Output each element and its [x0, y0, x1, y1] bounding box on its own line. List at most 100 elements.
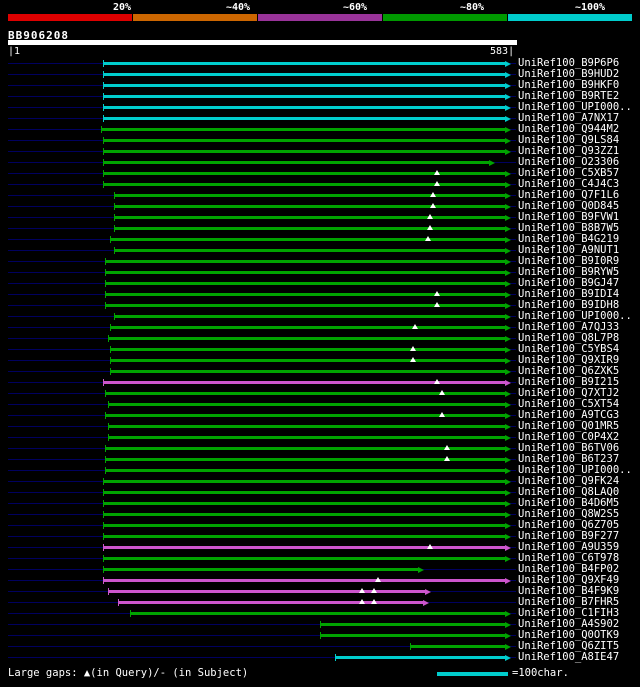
hit-bar[interactable] [103, 491, 505, 494]
hit-label[interactable]: UniRef100_B9HKF0 [518, 79, 620, 91]
hit-bar[interactable] [103, 183, 505, 186]
hit-label[interactable]: UniRef100_A8IE47 [518, 651, 620, 663]
hit-bar[interactable] [113, 227, 505, 230]
hit-bar[interactable] [104, 458, 505, 461]
hit-bar[interactable] [104, 304, 505, 307]
hit-label[interactable]: UniRef100_B9P6P6 [518, 57, 620, 69]
hit-bar[interactable] [103, 513, 505, 516]
hit-label[interactable]: UniRef100_Q9FK24 [518, 475, 620, 487]
hit-label[interactable]: UniRef100_B8B7W5 [518, 222, 620, 234]
hit-bar[interactable] [103, 73, 505, 76]
hit-label[interactable]: UniRef100_Q9XIR9 [518, 354, 620, 366]
hit-bar[interactable] [103, 546, 505, 549]
hit-bar[interactable] [103, 84, 505, 87]
hit-label[interactable]: UniRef100_B4D6M5 [518, 497, 620, 509]
hit-label[interactable]: UniRef100_UPI000.. [518, 464, 632, 476]
hit-bar[interactable] [104, 260, 505, 263]
hit-bar[interactable] [130, 612, 505, 615]
hit-label[interactable]: UniRef100_C4J4C3 [518, 178, 620, 190]
hit-bar[interactable] [103, 381, 505, 384]
hit-label[interactable]: UniRef100_Q0OTK9 [518, 629, 620, 641]
hit-label[interactable]: UniRef100_A7QJ33 [518, 321, 620, 333]
hit-bar[interactable] [335, 656, 505, 659]
hit-bar[interactable] [107, 590, 426, 593]
hit-bar[interactable] [410, 645, 505, 648]
hit-bar[interactable] [107, 436, 505, 439]
hit-label[interactable]: UniRef100_Q8LAQ0 [518, 486, 620, 498]
hit-label[interactable]: UniRef100_C5YBS4 [518, 343, 620, 355]
hit-label[interactable]: UniRef100_UPI000.. [518, 101, 632, 113]
hit-label[interactable]: UniRef100_B9RYW5 [518, 266, 620, 278]
hit-label[interactable]: UniRef100_Q7XTJ2 [518, 387, 620, 399]
hit-label[interactable]: UniRef100_C6T978 [518, 552, 620, 564]
hit-label[interactable]: UniRef100_Q6ZXK5 [518, 365, 620, 377]
hit-bar[interactable] [103, 502, 505, 505]
hit-bar[interactable] [110, 326, 505, 329]
hit-label[interactable]: UniRef100_A9U359 [518, 541, 620, 553]
hit-bar[interactable] [104, 271, 505, 274]
hit-bar[interactable] [319, 634, 505, 637]
hit-label[interactable]: UniRef100_B9F277 [518, 530, 620, 542]
hit-bar[interactable] [104, 414, 505, 417]
hit-bar[interactable] [107, 337, 505, 340]
hit-bar[interactable] [103, 95, 505, 98]
hit-label[interactable]: UniRef100_Q8L7P8 [518, 332, 620, 344]
hit-label[interactable]: UniRef100_B4G219 [518, 233, 620, 245]
hit-bar[interactable] [110, 370, 505, 373]
hit-bar[interactable] [103, 480, 505, 483]
hit-label[interactable]: UniRef100_B6T237 [518, 453, 620, 465]
hit-label[interactable]: UniRef100_B4FP02 [518, 563, 620, 575]
hit-bar[interactable] [104, 447, 505, 450]
hit-bar[interactable] [100, 128, 505, 131]
hit-label[interactable]: UniRef100_C0P4X2 [518, 431, 620, 443]
hit-bar[interactable] [103, 568, 419, 571]
hit-label[interactable]: UniRef100_Q7F1L6 [518, 189, 620, 201]
hit-label[interactable]: UniRef100_B4F9K9 [518, 585, 620, 597]
hit-bar[interactable] [103, 161, 489, 164]
hit-label[interactable]: UniRef100_B9FVW1 [518, 211, 620, 223]
hit-bar[interactable] [103, 535, 505, 538]
hit-label[interactable]: UniRef100_Q8W2S5 [518, 508, 620, 520]
hit-label[interactable]: UniRef100_A7NX17 [518, 112, 620, 124]
hit-bar[interactable] [104, 392, 505, 395]
hit-bar[interactable] [113, 194, 505, 197]
hit-label[interactable]: UniRef100_Q944M2 [518, 123, 620, 135]
hit-label[interactable]: UniRef100_B9I215 [518, 376, 620, 388]
hit-label[interactable]: UniRef100_C5XB57 [518, 167, 620, 179]
hit-bar[interactable] [104, 469, 505, 472]
hit-bar[interactable] [107, 425, 505, 428]
hit-label[interactable]: UniRef100_Q9XF49 [518, 574, 620, 586]
hit-label[interactable]: UniRef100_B7FHR5 [518, 596, 620, 608]
hit-bar[interactable] [103, 172, 505, 175]
hit-bar[interactable] [107, 403, 505, 406]
hit-bar[interactable] [103, 106, 505, 109]
hit-bar[interactable] [103, 139, 505, 142]
hit-bar[interactable] [103, 62, 505, 65]
hit-bar[interactable] [117, 601, 423, 604]
hit-label[interactable]: UniRef100_Q6ZIT5 [518, 640, 620, 652]
hit-bar[interactable] [110, 359, 505, 362]
hit-bar[interactable] [103, 524, 505, 527]
hit-label[interactable]: UniRef100_B6TV06 [518, 442, 620, 454]
hit-label[interactable]: UniRef100_B9IDH8 [518, 299, 620, 311]
hit-label[interactable]: UniRef100_C5XT54 [518, 398, 620, 410]
hit-label[interactable]: UniRef100_O23306 [518, 156, 620, 168]
hit-label[interactable]: UniRef100_Q9LS84 [518, 134, 620, 146]
hit-label[interactable]: UniRef100_B9IDI4 [518, 288, 620, 300]
hit-bar[interactable] [103, 117, 505, 120]
hit-bar[interactable] [319, 623, 505, 626]
hit-bar[interactable] [104, 293, 505, 296]
hit-bar[interactable] [113, 249, 505, 252]
hit-label[interactable]: UniRef100_Q6Z705 [518, 519, 620, 531]
hit-label[interactable]: UniRef100_UPI000.. [518, 310, 632, 322]
hit-label[interactable]: UniRef100_C1FIH3 [518, 607, 620, 619]
hit-bar[interactable] [104, 282, 505, 285]
hit-label[interactable]: UniRef100_A9TCG3 [518, 409, 620, 421]
hit-bar[interactable] [103, 150, 505, 153]
hit-label[interactable]: UniRef100_B9GJ47 [518, 277, 620, 289]
hit-label[interactable]: UniRef100_A9NUT1 [518, 244, 620, 256]
hit-label[interactable]: UniRef100_B9I0R9 [518, 255, 620, 267]
hit-bar[interactable] [113, 216, 505, 219]
hit-label[interactable]: UniRef100_Q93ZZ1 [518, 145, 620, 157]
hit-bar[interactable] [113, 205, 505, 208]
